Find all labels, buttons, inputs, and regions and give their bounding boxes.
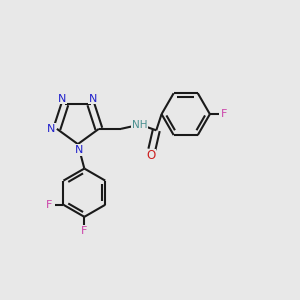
Text: F: F	[46, 200, 52, 210]
Text: O: O	[147, 149, 156, 162]
Text: F: F	[221, 109, 227, 119]
Text: N: N	[75, 145, 83, 155]
Text: F: F	[81, 226, 88, 236]
Text: NH: NH	[132, 120, 147, 130]
Text: N: N	[58, 94, 67, 104]
Text: N: N	[89, 94, 98, 104]
Text: N: N	[47, 124, 56, 134]
